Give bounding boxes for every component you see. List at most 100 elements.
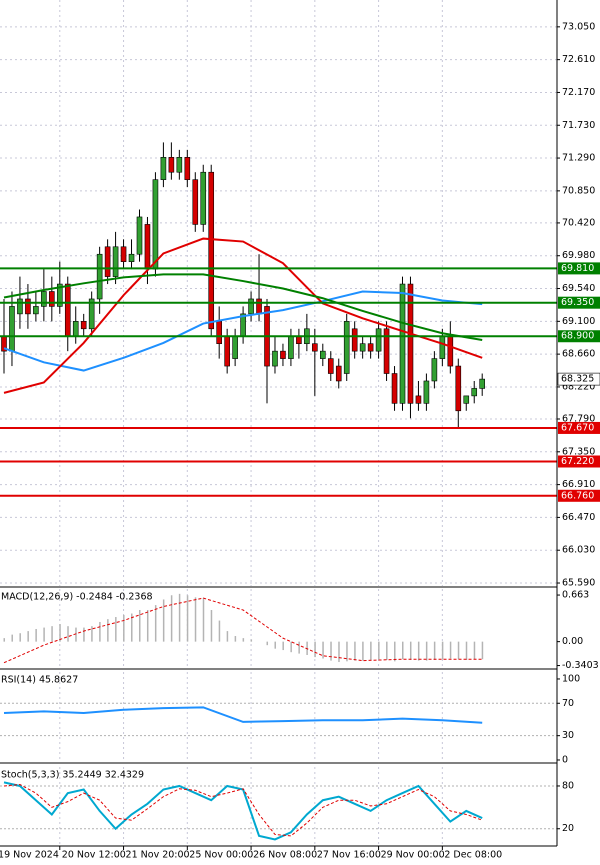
y-tick-label: 68.220	[562, 381, 595, 392]
candle-body	[184, 157, 191, 180]
candle-body	[335, 365, 342, 382]
candle-body	[415, 395, 422, 404]
y-tick-label: 70	[562, 698, 574, 709]
candle-body	[9, 306, 15, 352]
histogram-bar	[378, 641, 380, 660]
histogram-bar	[441, 641, 444, 660]
y-tick-label: 69.540	[562, 283, 595, 294]
candle-body	[208, 171, 215, 330]
histogram-bar	[402, 641, 404, 660]
candle-body	[49, 291, 55, 307]
histogram-bar	[162, 599, 165, 642]
histogram-bar	[91, 626, 93, 642]
y-tick-label: 66.030	[562, 545, 595, 556]
y-tick-label: 67.350	[562, 446, 595, 457]
indicator-line	[3, 597, 483, 664]
histogram-bar	[146, 610, 149, 642]
histogram-bar	[59, 624, 61, 642]
candle-body	[72, 321, 79, 337]
candle-body	[33, 306, 39, 315]
histogram-bar	[107, 619, 109, 642]
indicator-line	[3, 784, 483, 837]
histogram-bar	[75, 627, 77, 642]
y-tick-label: 72.170	[562, 87, 595, 98]
candle-body	[280, 350, 286, 359]
histogram-bar	[194, 597, 197, 642]
histogram-bar	[11, 634, 13, 642]
candle-body	[367, 343, 374, 352]
y-tick-label: 0	[562, 754, 568, 765]
y-tick-label: 67.790	[562, 413, 595, 424]
level-label-box	[558, 421, 600, 434]
candle-body	[112, 246, 119, 277]
x-tick-label: 20 Nov 12:00	[62, 850, 126, 861]
y-tick-label: 73.050	[562, 21, 595, 32]
candle-body	[351, 328, 358, 352]
x-tick-label: 2 Dec 08:00	[444, 850, 502, 861]
histogram-bar	[481, 641, 484, 660]
x-tick-label: 29 Nov 00:00	[381, 850, 445, 861]
y-tick-label: 72.610	[562, 54, 595, 65]
candle-body	[272, 350, 278, 367]
x-tick-label: 26 Nov 08:00	[253, 850, 317, 861]
histogram-bar	[19, 633, 21, 642]
histogram-bar	[3, 638, 5, 642]
candle-body	[248, 298, 254, 315]
candle-body	[423, 380, 430, 404]
histogram-bar	[433, 641, 436, 660]
histogram-bar	[27, 631, 29, 642]
histogram-bar	[362, 641, 364, 661]
histogram-bar	[67, 626, 69, 642]
candle-body	[296, 335, 302, 344]
level-label: 68.900	[561, 331, 594, 342]
histogram-bar	[226, 631, 229, 642]
histogram-bar	[394, 641, 396, 662]
level-label-box	[558, 296, 600, 309]
histogram-bar	[282, 641, 284, 651]
x-tick-label: 19 Nov 2024	[0, 850, 59, 861]
candle-body	[471, 388, 478, 397]
y-tick-label: 0.663	[562, 590, 589, 601]
y-tick-label: 80	[562, 780, 574, 791]
candle-body	[144, 224, 151, 270]
y-tick-label: 69.100	[562, 316, 595, 327]
histogram-bar	[409, 641, 412, 660]
candle-body	[224, 335, 230, 367]
candle-body	[312, 343, 318, 352]
histogram-bar	[123, 614, 125, 642]
level-label-box	[558, 330, 600, 343]
candle-body	[96, 253, 103, 300]
level-label: 67.670	[561, 422, 594, 433]
level-label-box	[558, 455, 600, 468]
candle-body	[88, 298, 95, 330]
candle-body	[439, 335, 446, 359]
histogram-bar	[346, 641, 348, 662]
y-tick-label: 66.470	[562, 512, 595, 523]
histogram-bar	[322, 641, 324, 659]
x-tick-label: 27 Nov 16:00	[317, 850, 381, 861]
candle-body	[383, 328, 390, 374]
indicator-title: RSI(14) 45.8627	[1, 675, 78, 686]
histogram-bar	[138, 610, 141, 642]
level-label: 67.220	[561, 456, 594, 467]
histogram-bar	[202, 598, 205, 642]
histogram-bar	[115, 617, 117, 642]
y-tick-label: 65.590	[562, 578, 595, 589]
candle-body	[80, 321, 87, 330]
y-tick-label: 20	[562, 823, 574, 834]
price-label-box	[557, 372, 600, 386]
candle-body	[120, 246, 127, 262]
y-tick-label: 66.910	[562, 479, 595, 490]
candle-body	[431, 358, 438, 382]
histogram-bar	[386, 641, 388, 660]
price-label: 68.325	[561, 374, 594, 385]
histogram-bar	[170, 595, 173, 642]
histogram-bar	[449, 641, 452, 659]
histogram-bar	[266, 641, 269, 646]
candle-body	[463, 395, 470, 404]
histogram-bar	[218, 620, 221, 642]
histogram-bar	[250, 639, 253, 642]
histogram-bar	[330, 641, 332, 661]
histogram-bar	[99, 621, 101, 642]
